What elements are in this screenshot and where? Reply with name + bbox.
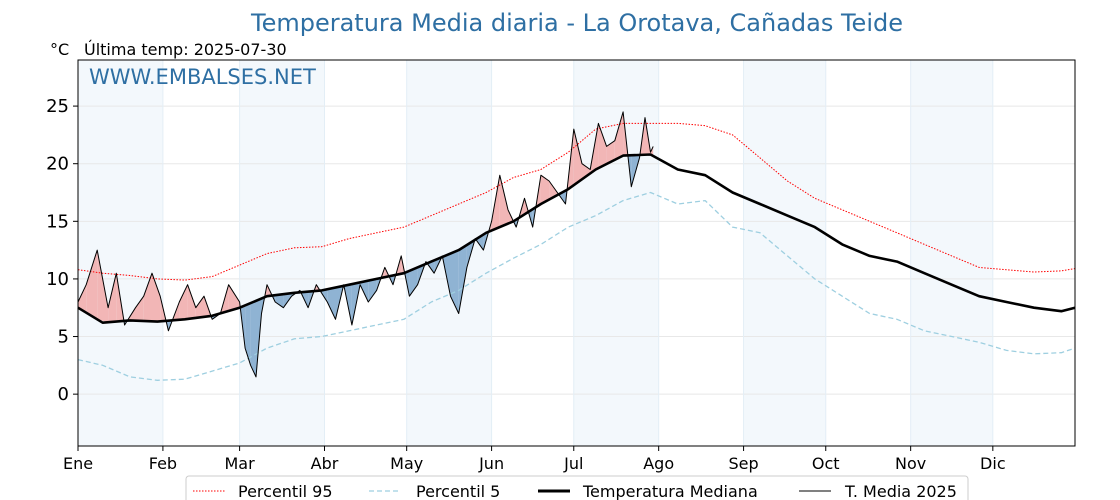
anomaly-below-fill: [245, 303, 251, 366]
month-band: [78, 60, 163, 446]
anomaly-above-fill: [86, 250, 98, 320]
x-tick-label: Sep: [729, 454, 759, 473]
anomaly-above-fill: [540, 175, 550, 204]
current-year-line: [77, 111, 654, 378]
anomaly-above-fill: [499, 175, 508, 228]
anomaly-above-fill: [108, 273, 117, 323]
anomaly-above-fill: [143, 273, 152, 322]
y-tick-label: 5: [58, 327, 69, 348]
x-tick-label: Oct: [812, 454, 840, 473]
chart-title: Temperatura Media diaria - La Orotava, C…: [250, 9, 903, 37]
anomaly-above-fill: [135, 296, 144, 321]
anomaly-below-fill: [327, 287, 336, 320]
legend-label-p5: Percentil 5: [416, 482, 500, 500]
x-tick-label: Nov: [895, 454, 926, 473]
y-tick-label: 15: [46, 211, 69, 232]
x-tick-label: Feb: [149, 454, 177, 473]
x-tick-label: Mar: [225, 454, 256, 473]
anomaly-above-fill: [582, 163, 591, 180]
month-band: [239, 60, 325, 446]
anomaly-above-fill: [78, 284, 87, 313]
x-tick-label: Ago: [643, 454, 674, 473]
unit-label: °C: [50, 40, 69, 59]
series-lines: [77, 111, 1076, 381]
y-axis-ticks: 0 5 10 15 20 25: [46, 96, 78, 405]
y-tick-label: 10: [46, 269, 69, 290]
median-line: [77, 153, 1076, 325]
last-temp-label: Última temp: 2025-07-30: [84, 40, 287, 59]
legend-label-current: T. Media 2025: [844, 482, 957, 500]
legend-label-p95: Percentil 95: [238, 482, 333, 500]
y-tick-label: 20: [46, 154, 69, 175]
legend-box: [185, 475, 969, 500]
plot-background: [78, 60, 993, 446]
anomaly-above-fill: [606, 140, 615, 164]
watermark: WWW.EMBALSES.NET: [89, 65, 316, 89]
anomaly-above-fill: [152, 273, 161, 322]
x-tick-label: Jun: [478, 454, 504, 473]
month-band: [910, 60, 993, 446]
anomaly-below-fill: [458, 244, 467, 314]
x-axis-ticks: Ene Feb Mar Abr May Jun Jul Ago Sep Oct Nov Dic: [63, 446, 1006, 473]
anomaly-fills: [78, 111, 654, 377]
plot-frame: [77, 59, 1076, 447]
month-band: [573, 60, 659, 446]
p5-line: [77, 191, 1076, 381]
anomaly-below-fill: [250, 300, 256, 377]
x-tick-label: Jul: [563, 454, 583, 473]
anomaly-above-fill: [598, 123, 607, 169]
anomaly-below-fill: [368, 278, 377, 302]
legend: Percentil 95 Percentil 5 Temperatura Med…: [185, 475, 969, 500]
anomaly-above-fill: [573, 129, 582, 186]
y-tick-label: 0: [58, 384, 69, 405]
legend-label-median: Temperatura Mediana: [582, 482, 758, 500]
anomaly-above-fill: [97, 250, 109, 323]
anomaly-above-fill: [179, 284, 188, 320]
anomaly-below-fill: [450, 250, 459, 314]
anomaly-below-fill: [409, 267, 418, 297]
anomaly-above-fill: [187, 284, 196, 319]
x-tick-label: Ene: [63, 454, 93, 473]
x-tick-label: Abr: [311, 454, 339, 473]
y-tick-label: 25: [46, 96, 69, 117]
anomaly-above-fill: [228, 284, 240, 311]
anomaly-above-fill: [195, 296, 204, 318]
anomaly-below-fill: [275, 294, 284, 308]
x-tick-label: May: [390, 454, 423, 473]
x-tick-label: Dic: [980, 454, 1006, 473]
